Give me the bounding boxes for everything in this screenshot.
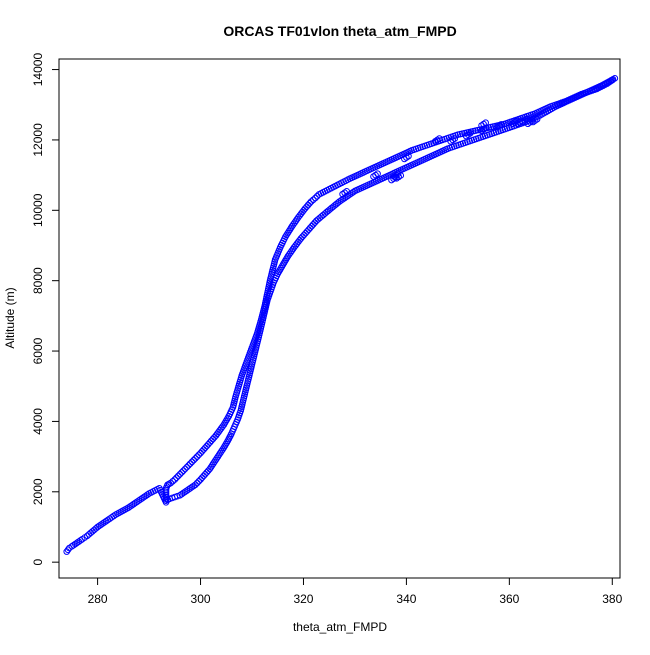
data-point	[169, 477, 177, 485]
y-tick-label: 14000	[31, 53, 45, 87]
y-axis: 0 2000 4000 6000 8000 10000 12000 14000	[31, 53, 60, 566]
data-point	[339, 190, 346, 198]
y-tick-label: 4000	[31, 408, 45, 435]
y-tick-label: 6000	[31, 337, 45, 364]
data-point	[493, 123, 501, 131]
chart-title: ORCAS TF01vlon theta_atm_FMPD	[223, 23, 456, 39]
x-tick-label: 280	[88, 592, 108, 606]
data-point	[195, 477, 203, 485]
data-point	[190, 456, 197, 464]
data-point	[431, 138, 439, 145]
data-point	[197, 476, 204, 483]
data-point	[312, 194, 319, 202]
x-tick-label: 360	[499, 592, 519, 606]
data-points	[63, 75, 619, 555]
data-point	[183, 463, 191, 471]
data-point	[171, 476, 179, 483]
x-tick-label: 340	[396, 592, 416, 606]
data-point	[192, 455, 199, 462]
data-point	[178, 469, 185, 476]
y-tick-label: 10000	[31, 193, 45, 227]
y-tick-label: 2000	[31, 478, 45, 505]
data-point	[306, 199, 313, 207]
data-point	[188, 458, 196, 466]
data-point	[180, 467, 187, 474]
data-point	[195, 451, 203, 459]
data-point	[162, 497, 170, 504]
x-tick-label: 380	[602, 592, 622, 606]
x-tick-label: 300	[191, 592, 211, 606]
data-point	[309, 196, 317, 204]
data-point	[478, 122, 485, 129]
data-point	[462, 132, 470, 140]
data-point	[307, 198, 315, 205]
x-tick-label: 320	[293, 592, 313, 606]
data-point	[447, 138, 454, 145]
data-point	[198, 474, 206, 482]
data-point	[64, 546, 72, 554]
data-point	[393, 174, 400, 182]
data-point	[185, 462, 192, 469]
data-point	[186, 460, 194, 467]
data-point	[285, 228, 293, 235]
y-axis-label: Altitude (m)	[3, 287, 17, 348]
y-tick-label: 0	[31, 559, 45, 566]
data-point	[370, 173, 377, 180]
y-tick-label: 12000	[31, 123, 45, 157]
data-point	[529, 118, 537, 126]
data-point	[174, 472, 182, 480]
data-point	[173, 474, 180, 482]
data-point	[167, 479, 174, 487]
data-point	[283, 231, 290, 239]
x-axis-label: theta_atm_FMPD	[293, 620, 387, 634]
y-tick-label: 8000	[31, 267, 45, 294]
data-point	[401, 155, 408, 163]
data-point	[176, 470, 184, 478]
x-axis: 280 300 320 340 360 380	[88, 577, 623, 606]
data-point	[181, 465, 189, 473]
data-point	[193, 453, 201, 460]
